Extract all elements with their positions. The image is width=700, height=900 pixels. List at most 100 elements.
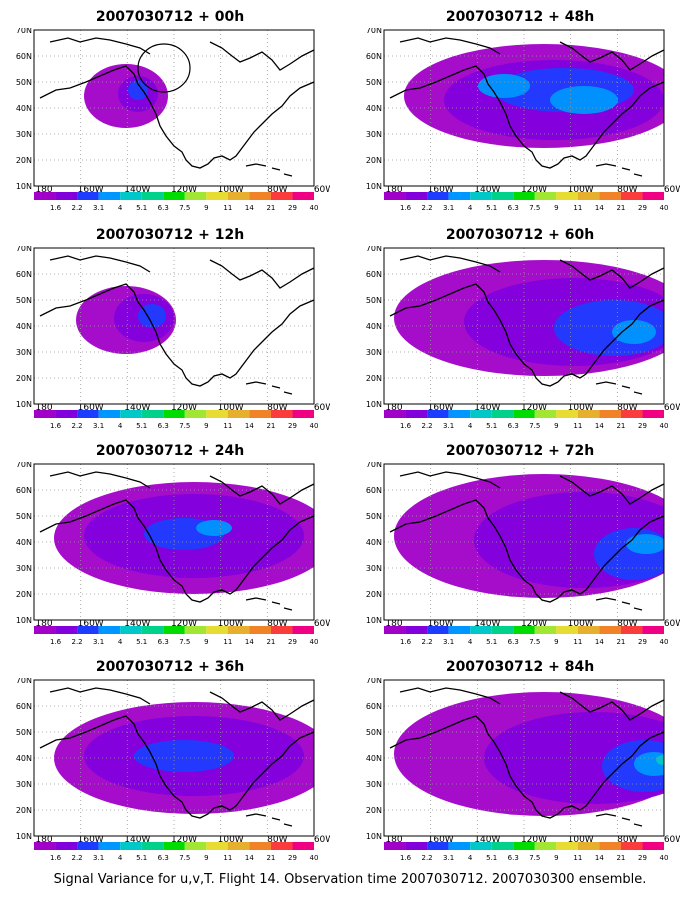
colorbar-swatch	[491, 626, 514, 634]
colorbar-swatch	[292, 842, 314, 850]
variance-field	[54, 482, 314, 594]
colorbar-label: 11	[223, 638, 232, 646]
coastline-path	[209, 475, 314, 505]
colorbar-swatch	[184, 626, 207, 634]
colorbar-label: 9	[204, 854, 208, 862]
colorbar-label: 11	[573, 422, 582, 430]
lon-tick-label: 60W	[314, 185, 330, 192]
lat-tick-label: 70N	[16, 28, 32, 35]
colorbar-label: 14	[245, 422, 254, 430]
lat-tick-label: 30N	[16, 348, 32, 357]
colorbar-swatch	[427, 842, 449, 850]
colorbar-label: 4	[468, 204, 473, 212]
colorbar-swatch	[98, 626, 121, 634]
colorbar-label: 2.2	[72, 638, 83, 646]
colorbar-swatch	[55, 410, 78, 418]
panel-48h: 2007030712 + 48h 10N 20N 30N 40N 50N 60N 70N 18…	[360, 6, 680, 214]
colorbar-swatch	[120, 410, 142, 418]
lon-tick-label: 180	[385, 185, 402, 192]
coastline-path	[595, 163, 643, 177]
panel-title: 2007030712 + 72h	[445, 443, 595, 459]
colorbar-swatch	[448, 626, 471, 634]
plot-area: 10N 20N 30N 40N 50N 60N 70N 180 160W 140W 120W 100W…	[366, 246, 680, 410]
lat-tick-label: 50N	[16, 78, 32, 87]
colorbar-label: 3.1	[443, 204, 454, 212]
colorbar-swatch	[249, 410, 271, 418]
colorbar-swatch	[448, 842, 471, 850]
variance-contour	[634, 752, 664, 776]
lat-tick-label: 50N	[366, 296, 382, 305]
colorbar-label: 29	[638, 422, 647, 430]
map-36h: 10N 20N 30N 40N 50N 60N 70N 180 160W 140W 120W 100W…	[16, 678, 330, 842]
colorbar-label: 1.6	[50, 204, 62, 212]
colorbar-swatch	[98, 410, 121, 418]
colorbar-label: 14	[595, 638, 604, 646]
colorbar-swatch	[577, 192, 600, 200]
colorbar-label: 14	[245, 638, 254, 646]
lat-tick-label: 30N	[366, 348, 382, 357]
lon-tick-label: 180	[35, 185, 52, 192]
lon-tick-label: 120W	[171, 403, 197, 410]
colorbar: 1.6 2.2 3.1 4 5.1 6.3 7.5 9 11 14 21 29 40	[384, 192, 669, 212]
plot-area: 10N 20N 30N 40N 50N 60N 70N 180 160W 140W 120W 100W…	[16, 28, 330, 192]
map-24h: 10N 20N 30N 40N 50N 60N 70N 180 160W 140W 120W 100W…	[16, 462, 330, 626]
lon-tick-label: 60W	[664, 619, 680, 626]
colorbar-label: 9	[554, 204, 558, 212]
lat-tick-label: 70N	[16, 678, 32, 685]
colorbar-swatch	[384, 842, 406, 850]
colorbar-swatch	[384, 626, 406, 634]
lon-tick-label: 180	[385, 835, 402, 842]
colorbar-label: 5.1	[136, 422, 147, 430]
coastline-path	[39, 283, 314, 387]
lon-tick-label: 80W	[267, 185, 287, 192]
lat-tick-label: 20N	[16, 590, 32, 599]
colorbar-label: 6.3	[158, 422, 169, 430]
coastline	[389, 471, 664, 611]
colorbar-swatch	[34, 410, 56, 418]
figure-caption: Signal Variance for u,v,T. Flight 14. Ob…	[53, 872, 647, 887]
colorbar-label: 2.2	[72, 204, 83, 212]
lat-tick-label: 30N	[16, 130, 32, 139]
colorbar-swatch	[227, 626, 250, 634]
coastline-path	[49, 471, 151, 489]
lon-tick-label: 60W	[664, 403, 680, 410]
colorbar-swatch	[470, 626, 492, 634]
colorbar-swatch	[599, 626, 621, 634]
colorbar-label: 4	[468, 638, 473, 646]
variance-field	[54, 702, 314, 814]
panel-24h: 2007030712 + 24h 10N 20N 30N 40N 50N 60N 70N 18…	[10, 440, 330, 648]
colorbar-label: 6.3	[158, 638, 169, 646]
colorbar-label: 21	[266, 854, 275, 862]
lat-tick-label: 30N	[16, 780, 32, 789]
lat-tick-label: 40N	[366, 754, 382, 763]
coastline-path	[39, 715, 314, 819]
colorbar-swatch	[120, 192, 142, 200]
coastline-path	[39, 499, 314, 603]
plot-area: 10N 20N 30N 40N 50N 60N 70N 180 160W 140W 120W 100W…	[16, 678, 330, 842]
colorbar-swatch	[249, 626, 271, 634]
colorbar-label: 40	[660, 854, 669, 862]
variance-field	[394, 692, 664, 816]
lat-tick-label: 70N	[366, 462, 382, 469]
colorbar-label: 40	[660, 204, 669, 212]
lat-tick-label: 20N	[16, 374, 32, 383]
colorbar-label: 6.3	[508, 204, 519, 212]
colorbar-label: 9	[554, 854, 558, 862]
colorbar-swatch	[556, 626, 578, 634]
lat-tick-label: 40N	[366, 538, 382, 547]
colorbar: 1.6 2.2 3.1 4 5.1 6.3 7.5 9 11 14 21 29 40	[384, 626, 668, 646]
colorbar-label: 11	[573, 204, 582, 212]
colorbar-swatch	[405, 626, 428, 634]
colorbar-swatch	[448, 410, 471, 418]
coastline-path	[559, 41, 664, 71]
lon-tick-label: 60W	[664, 835, 680, 842]
colorbar-label: 7.5	[179, 854, 190, 862]
map-00h: 10N 20N 30N 40N 50N 60N 70N 180 160W 140W 120W 100W…	[16, 28, 330, 192]
colorbar-label: 4	[118, 854, 123, 862]
colorbar-swatch	[620, 626, 643, 634]
colorbar-swatch	[292, 410, 314, 418]
plot-area: 10N 20N 30N 40N 50N 60N 70N 180 160W 140W 120W 100W…	[16, 246, 330, 410]
coastline-path	[595, 813, 643, 827]
colorbar-label: 14	[245, 854, 254, 862]
plot-frame	[33, 463, 315, 621]
